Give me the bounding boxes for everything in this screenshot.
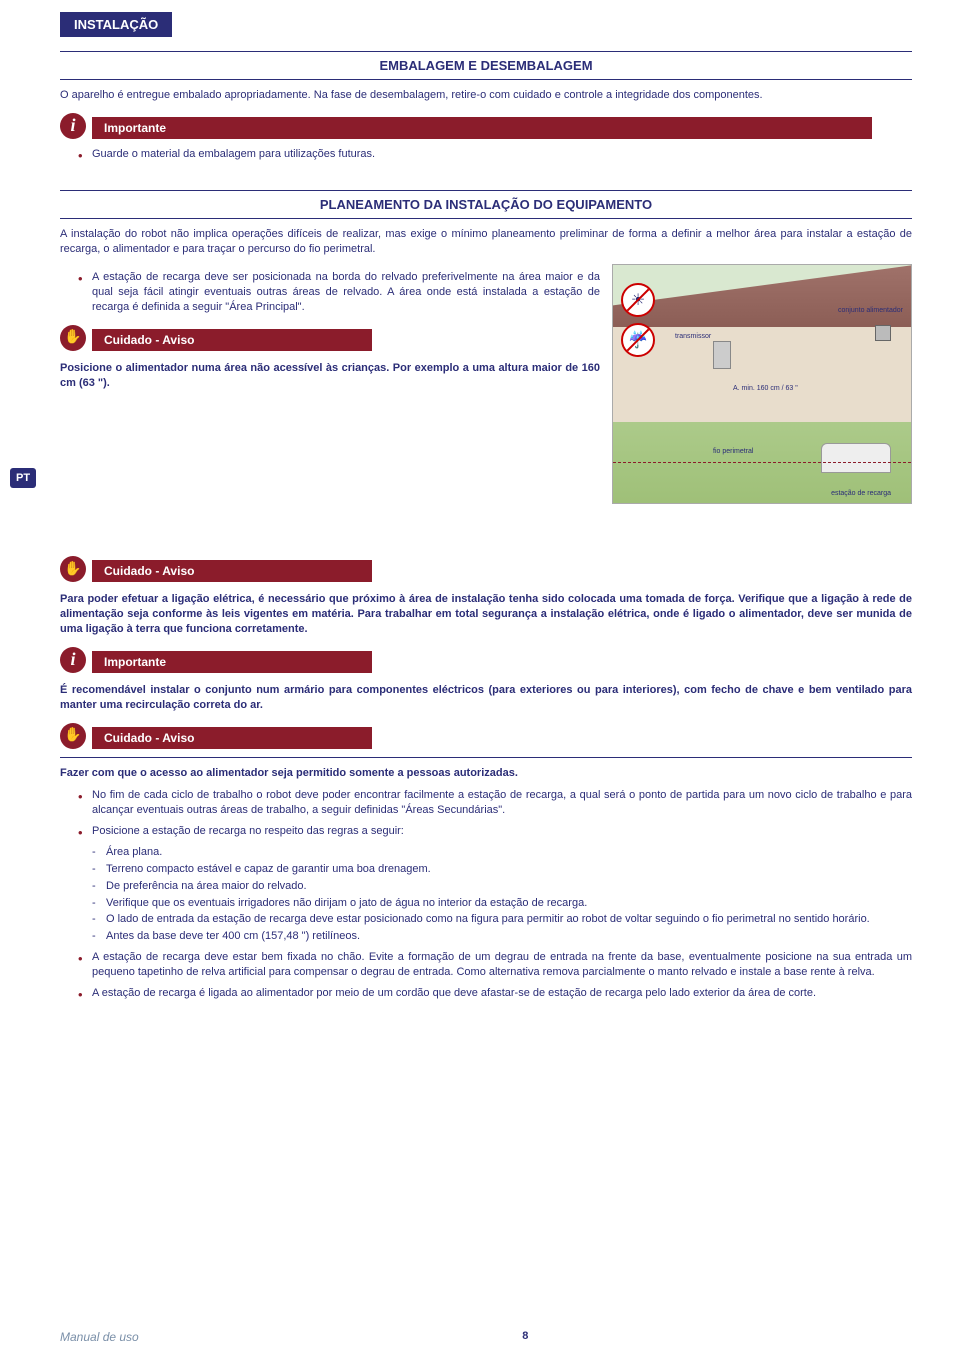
importante-row-2: i Importante [60, 649, 912, 675]
cuidado-row-2: ✋ Cuidado - Aviso [60, 558, 912, 584]
language-tab: PT [10, 468, 36, 488]
importante-list-1: Guarde o material da embalagem para util… [60, 147, 912, 162]
left-column: A estação de recarga deve ser posicionad… [60, 264, 600, 504]
list-item: O lado de entrada da estação de recarga … [92, 912, 912, 927]
divider [60, 190, 912, 191]
diagram-label: A. min. 160 cm / 63 " [733, 385, 798, 392]
list-item: Verifique que os eventuais irrigadores n… [92, 896, 912, 911]
importante-banner: Importante [92, 117, 872, 139]
importante-banner: Importante [92, 651, 372, 673]
diagram-roof [613, 265, 911, 332]
cuidado-banner: Cuidado - Aviso [92, 560, 372, 582]
divider [60, 757, 912, 758]
cuidado-row-1: ✋ Cuidado - Aviso [60, 327, 600, 353]
diagram-wire [613, 462, 911, 463]
list-item: Guarde o material da embalagem para util… [78, 147, 912, 162]
footer-page-number: 8 [522, 1330, 528, 1344]
footer-manual: Manual de uso [60, 1330, 139, 1344]
hand-icon: ✋ [60, 723, 86, 749]
cuidado-text-3: Fazer com que o acesso ao alimentador se… [60, 766, 912, 781]
list-item: De preferência na área maior do relvado. [92, 879, 912, 894]
list-item: A estação de recarga deve ser posicionad… [78, 270, 600, 315]
divider [60, 79, 912, 80]
info-icon: i [60, 113, 86, 139]
chapter-banner: INSTALAÇÃO [60, 12, 172, 37]
cuidado-banner: Cuidado - Aviso [92, 329, 372, 351]
list-item: Área plana. [92, 845, 912, 860]
diagram-label: estação de recarga [831, 490, 891, 497]
list-item: Terreno compacto estável e capaz de gara… [92, 862, 912, 877]
importante-text-2: É recomendável instalar o conjunto num a… [60, 683, 912, 713]
diagram-outlet [875, 325, 891, 341]
hand-icon: ✋ [60, 556, 86, 582]
cuidado-text-1: Posicione o alimentador numa área não ac… [60, 361, 600, 391]
hand-icon: ✋ [60, 325, 86, 351]
page-content: INSTALAÇÃO EMBALAGEM E DESEMBALAGEM O ap… [0, 0, 960, 1001]
intro-text-2: A instalação do robot não implica operaç… [60, 227, 912, 257]
diagram-label: transmissor [675, 333, 711, 340]
list-item: No fim de cada ciclo de trabalho o robot… [78, 788, 912, 818]
diagram-wall [613, 327, 911, 422]
list-item: A estação de recarga é ligada ao aliment… [78, 986, 912, 1001]
intro-text-1: O aparelho é entregue embalado apropriad… [60, 88, 912, 103]
diagram-label: conjunto alimentador [838, 307, 903, 314]
two-column-layout: A estação de recarga deve ser posicionad… [60, 264, 912, 504]
info-icon: i [60, 647, 86, 673]
diagram-station [821, 443, 891, 473]
divider [60, 51, 912, 52]
list-item: A estação de recarga deve estar bem fixa… [78, 950, 912, 980]
installation-diagram: ☀ ☔ transmissor conjunto alimentador A. … [612, 264, 912, 504]
cuidado-banner: Cuidado - Aviso [92, 727, 372, 749]
list-item: Posicione a estação de recarga no respei… [78, 824, 912, 839]
section-title-1: EMBALAGEM E DESEMBALAGEM [60, 58, 912, 73]
divider [60, 218, 912, 219]
diagram-transmitter [713, 341, 731, 369]
rules-list-2: A estação de recarga deve estar bem fixa… [60, 950, 912, 1001]
cuidado-row-3: ✋ Cuidado - Aviso [60, 725, 912, 751]
diagram-label: fio perimetral [713, 448, 753, 455]
importante-row-1: i Importante [60, 115, 912, 141]
cuidado-text-2: Para poder efetuar a ligação elétrica, é… [60, 592, 912, 637]
bullet-list-2: A estação de recarga deve ser posicionad… [60, 270, 600, 315]
dash-list: Área plana. Terreno compacto estável e c… [60, 845, 912, 944]
rules-list: No fim de cada ciclo de trabalho o robot… [60, 788, 912, 839]
right-column: ☀ ☔ transmissor conjunto alimentador A. … [612, 264, 912, 504]
list-item: Antes da base deve ter 400 cm (157,48 ")… [92, 929, 912, 944]
page-footer: Manual de uso 8 [60, 1330, 912, 1344]
section-title-2: PLANEAMENTO DA INSTALAÇÃO DO EQUIPAMENTO [60, 197, 912, 212]
